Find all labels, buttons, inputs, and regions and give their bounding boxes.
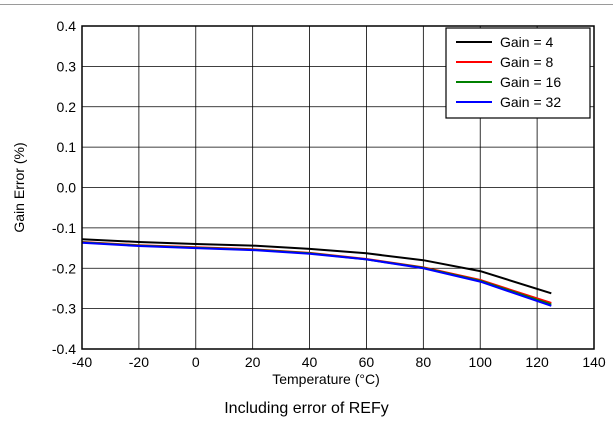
x-tick-label: 20 <box>245 354 261 370</box>
y-tick-label: -0.4 <box>52 341 76 357</box>
x-tick-label: 40 <box>302 354 318 370</box>
legend-label-2: Gain = 8 <box>500 54 554 70</box>
series-line-4 <box>81 241 552 307</box>
y-tick-label: 0.3 <box>57 58 77 74</box>
legend-label-3: Gain = 16 <box>500 74 561 90</box>
x-tick-label: 0 <box>192 354 200 370</box>
gain-error-chart: -40 -20 0 20 40 60 80 100 120 140 -0.4 -0.3 -0.2 -0.1… <box>11 18 606 387</box>
x-tick-label: -20 <box>129 354 149 370</box>
y-tick-label: 0.0 <box>57 180 77 196</box>
top-rule <box>0 4 613 5</box>
figure-caption: Including error of REFy <box>224 400 389 417</box>
y-tick-label: -0.2 <box>52 260 76 276</box>
x-tick-label: -40 <box>72 354 92 370</box>
y-tick-label: -0.1 <box>52 220 76 236</box>
y-tick-label: -0.3 <box>52 301 76 317</box>
plot-frame <box>81 25 595 350</box>
y-axis-label: Gain Error (%) <box>11 142 27 232</box>
y-tick-label: 0.1 <box>57 139 77 155</box>
x-tick-label: 100 <box>469 354 493 370</box>
x-tick-label: 80 <box>416 354 432 370</box>
y-tick-label: 0.2 <box>57 99 77 115</box>
x-tick-label: 120 <box>525 354 549 370</box>
legend-label-1: Gain = 4 <box>500 34 554 50</box>
x-axis-label: Temperature (°C) <box>272 371 380 387</box>
x-tick-label: 60 <box>359 354 375 370</box>
legend-label-4: Gain = 32 <box>500 94 561 110</box>
y-tick-label: 0.4 <box>57 18 77 34</box>
x-tick-label: 140 <box>582 354 606 370</box>
series-line-1 <box>81 238 552 295</box>
